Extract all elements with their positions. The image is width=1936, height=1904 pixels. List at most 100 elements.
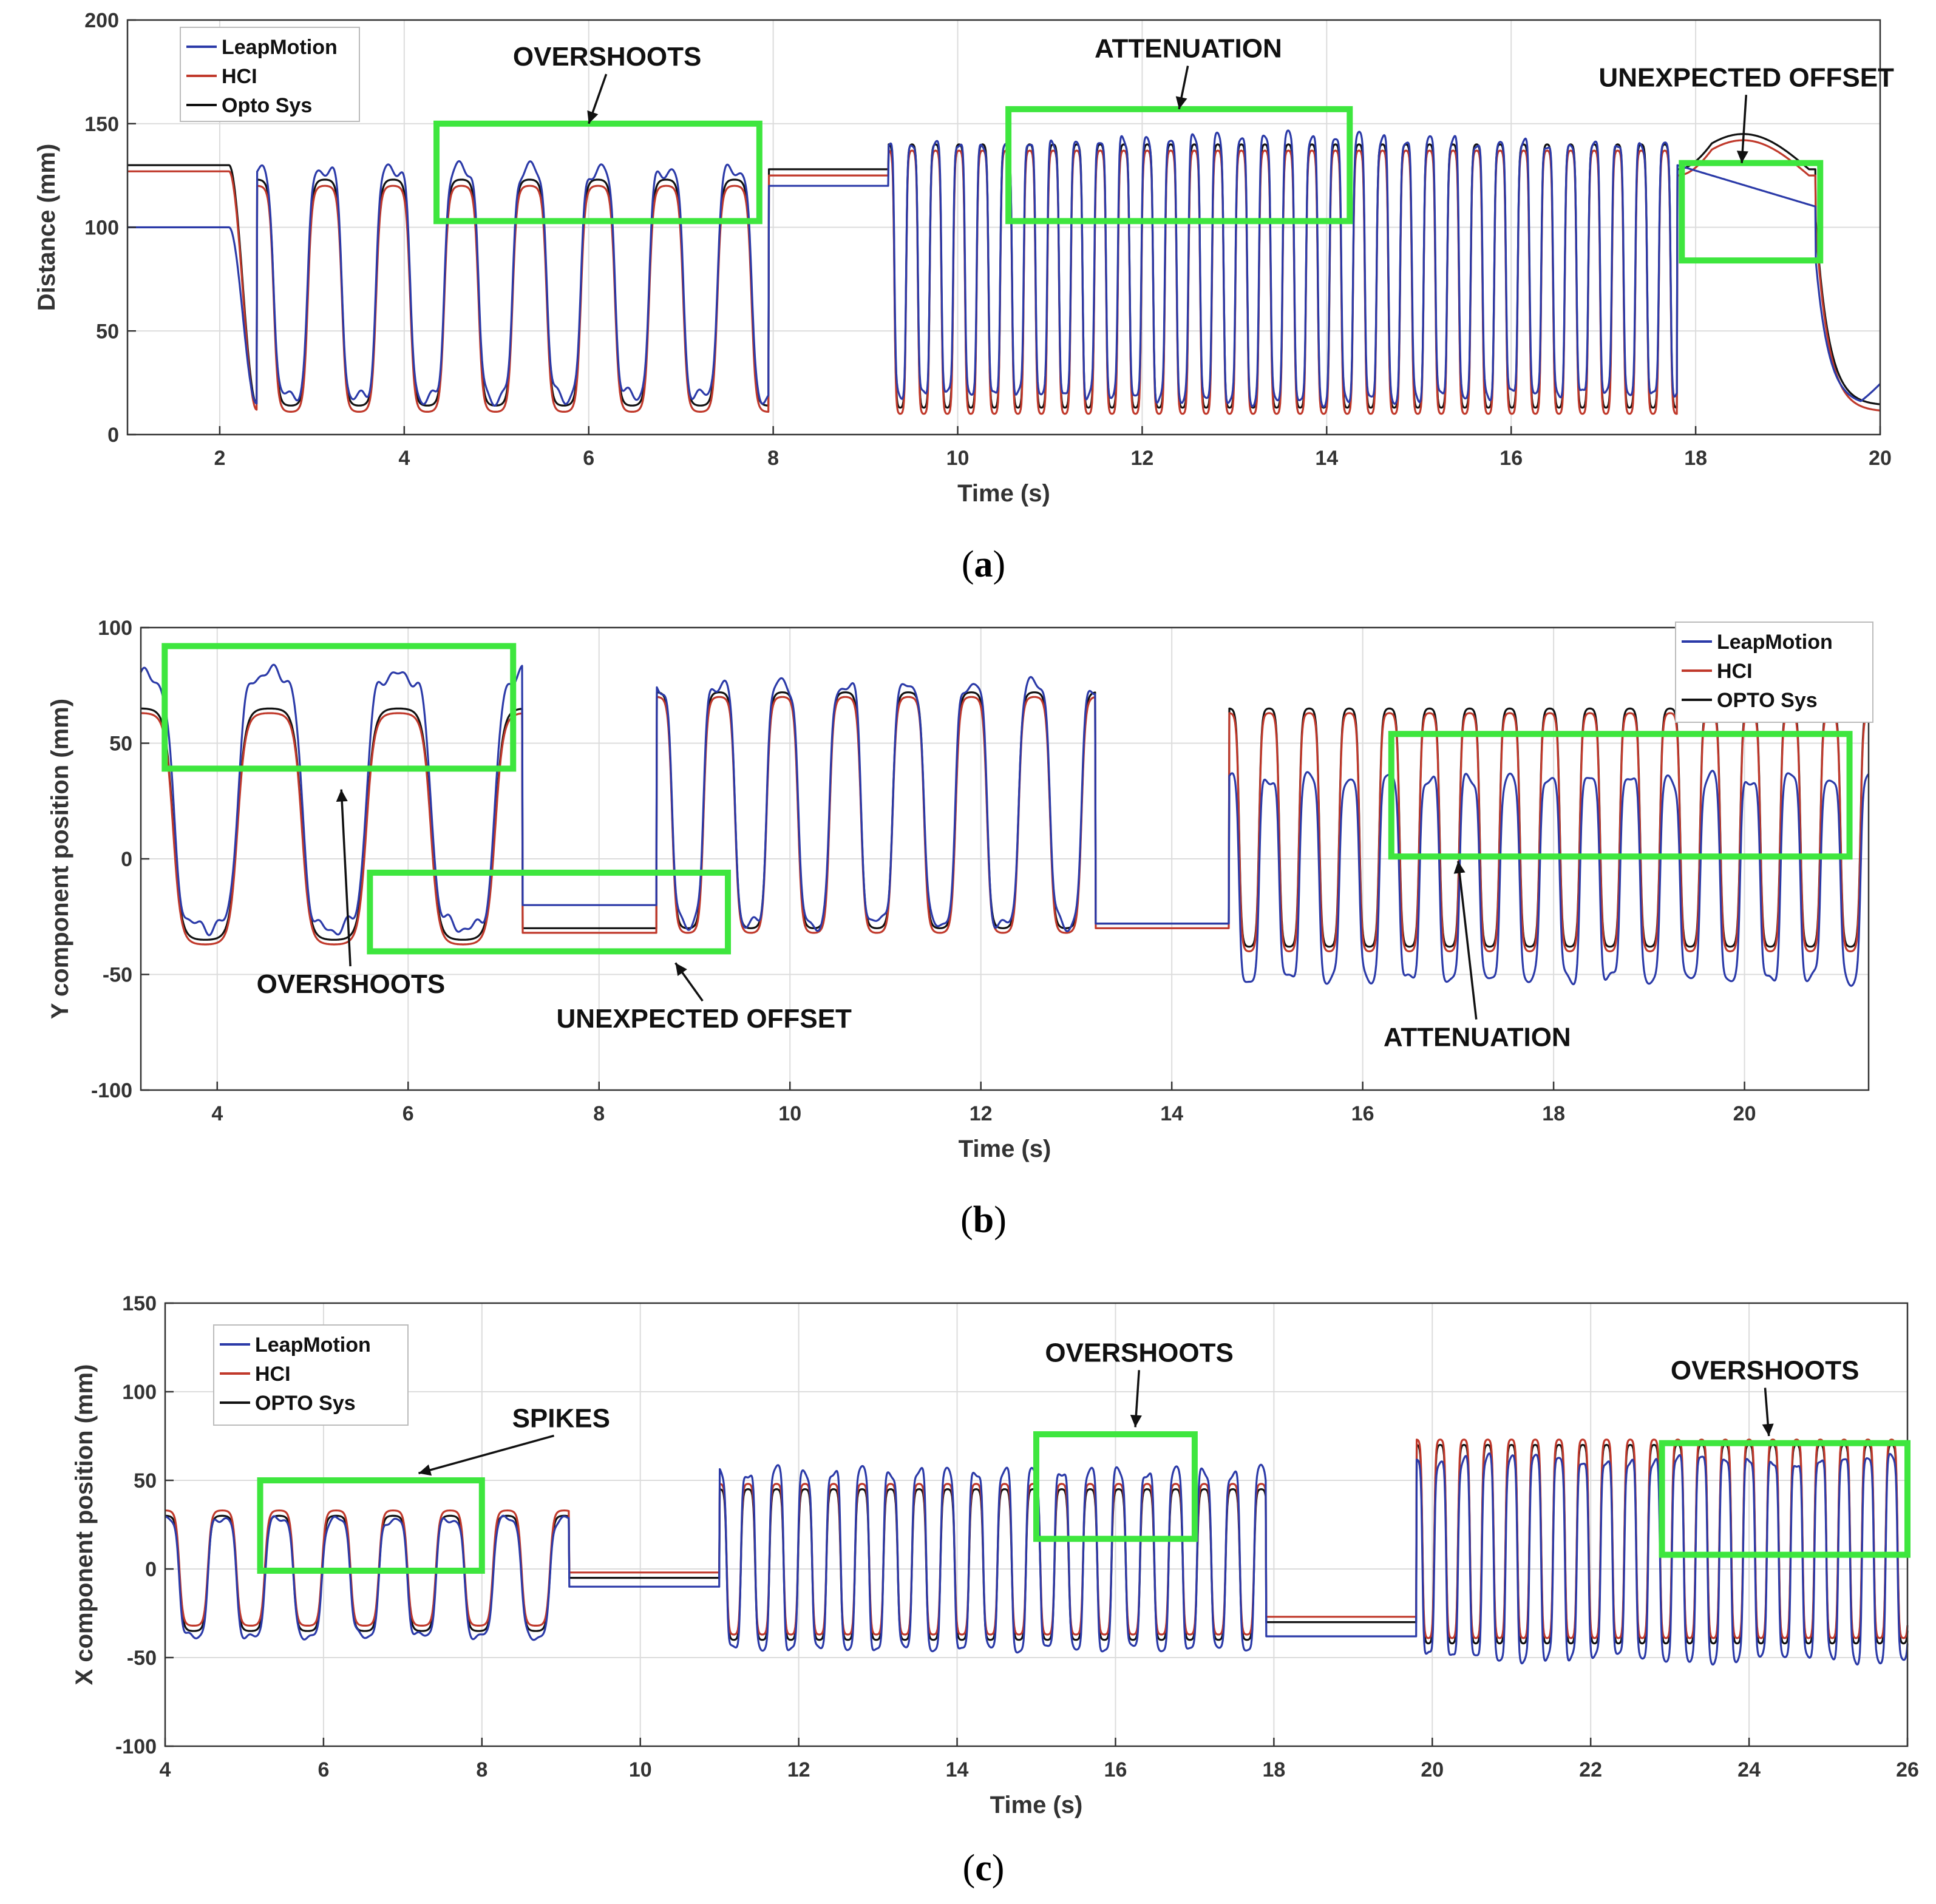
chart-a-y-tick-label: 0 — [107, 424, 119, 447]
chart-a-legend-label-hci: HCI — [222, 65, 257, 88]
chart-c-x-tick-label: 24 — [1737, 1758, 1761, 1781]
chart-c-legend — [213, 1324, 409, 1426]
chart-c-annotation-arrowhead — [1130, 1415, 1142, 1428]
caption-b-letter: b — [973, 1199, 994, 1241]
chart-b-x-tick-label: 8 — [593, 1102, 605, 1125]
chart-c-x-tick-label: 14 — [946, 1758, 969, 1781]
caption-a: (a) — [962, 544, 1005, 585]
panel-c: 4 6 8 10 12 14 16 18 20 22 24 26 -100 -50 0 50 100 150 Tim… — [71, 1292, 1919, 1889]
chart-c-annotation-box — [257, 1477, 485, 1574]
chart-a-x-tick-label: 10 — [946, 447, 970, 470]
chart-b-x-tick-label: 14 — [1160, 1102, 1183, 1125]
chart-a-x-tick-label: 12 — [1131, 447, 1154, 470]
chart-a-y-tick-label: 100 — [84, 217, 119, 240]
chart-c-annotation-arrowhead — [1762, 1423, 1774, 1436]
chart-a-annotation-label: ATTENUATION — [1095, 33, 1282, 63]
chart-b-annotation-box — [367, 869, 732, 955]
chart-b-x-tick-label: 18 — [1542, 1102, 1565, 1125]
chart-a-annotation-arrowhead — [1175, 96, 1187, 109]
chart-b-legend-label-leap: LeapMotion — [1717, 631, 1833, 654]
chart-b-annotation-arrow — [1457, 861, 1478, 1020]
chart-b-plot: 4 6 8 10 12 14 16 18 20 -100 -50 0 50 100 Time (s) Y co… — [47, 617, 1873, 1162]
chart-a-y-tick-label: 50 — [96, 320, 119, 343]
caption-b-open: ( — [960, 1199, 973, 1241]
chart-c-x-tick-label: 6 — [318, 1758, 329, 1781]
chart-a-legend-label-leap: LeapMotion — [222, 36, 338, 59]
chart-c-plot: 4 6 8 10 12 14 16 18 20 22 24 26 -100 -50 0 50 100 150 Tim… — [71, 1292, 1919, 1818]
chart-a-y-tick-label: 200 — [84, 9, 119, 32]
chart-c-x-tick-label: 12 — [787, 1758, 810, 1781]
chart-a-x-tick-label: 14 — [1315, 447, 1338, 470]
chart-a-x-tick-label: 8 — [767, 447, 779, 470]
chart-b-annotation-box — [161, 643, 517, 772]
caption-c: (c) — [963, 1848, 1005, 1889]
chart-a-x-tick-label: 16 — [1500, 447, 1523, 470]
chart-c-annotation-label: SPIKES — [512, 1403, 610, 1433]
chart-a-series-leap — [127, 129, 1881, 408]
chart-a-annotation-label: UNEXPECTED OFFSET — [1598, 63, 1894, 92]
chart-c-x-tick-label: 20 — [1421, 1758, 1444, 1781]
chart-a-x-tick-label: 18 — [1684, 447, 1707, 470]
chart-b-annotation-arrowhead — [1453, 861, 1466, 874]
chart-a-annotation-label: OVERSHOOTS — [513, 42, 702, 72]
chart-c-x-tick-label: 16 — [1104, 1758, 1127, 1781]
chart-b-x-tick-label: 4 — [211, 1102, 223, 1125]
panel-b: 4 6 8 10 12 14 16 18 20 -100 -50 0 50 100 Time (s) Y co… — [47, 617, 1873, 1241]
chart-b-annotation-arrow — [340, 789, 352, 967]
chart-b-legend-label-hci: HCI — [1717, 660, 1753, 683]
chart-b-x-tick-label: 20 — [1733, 1102, 1756, 1125]
chart-b-annotation-label: ATTENUATION — [1384, 1023, 1571, 1052]
chart-c-x-tick-label: 10 — [629, 1758, 652, 1781]
chart-b-annotation-box — [1388, 731, 1853, 860]
chart-c-annotation-box — [1659, 1440, 1911, 1558]
chart-a-x-axis-label: Time (s) — [957, 480, 1050, 507]
chart-c-annotation-arrowhead — [418, 1464, 432, 1476]
caption-c-letter: c — [975, 1848, 992, 1889]
chart-a-annotation-box — [433, 120, 763, 225]
chart-a-x-tick-label: 2 — [214, 447, 225, 470]
chart-a-x-tick-label: 4 — [398, 447, 410, 470]
chart-c-y-tick-label: -100 — [115, 1735, 157, 1758]
chart-b-x-tick-label: 10 — [778, 1102, 801, 1125]
chart-b-x-tick-label: 16 — [1351, 1102, 1374, 1125]
chart-a-legend-label-opto: Opto Sys — [222, 94, 312, 117]
chart-b-series-hci — [140, 696, 1869, 952]
caption-a-close: ) — [993, 544, 1006, 585]
chart-c-y-tick-label: 0 — [145, 1558, 157, 1581]
chart-b-legend — [1675, 622, 1873, 723]
chart-b-annotation-label: UNEXPECTED OFFSET — [556, 1004, 852, 1034]
chart-c-y-tick-label: 100 — [122, 1381, 157, 1404]
chart-b-annotation-label: OVERSHOOTS — [257, 969, 446, 999]
chart-c-x-tick-label: 4 — [160, 1758, 171, 1781]
chart-b-legend-label-opto: OPTO Sys — [1717, 689, 1818, 712]
caption-a-open: ( — [962, 544, 974, 585]
chart-b-annotation-arrowhead — [336, 789, 348, 802]
chart-c-x-tick-label: 22 — [1579, 1758, 1602, 1781]
chart-b-y-tick-label: -100 — [91, 1079, 132, 1102]
chart-b-y-tick-label: 100 — [98, 617, 132, 640]
chart-c-legend-label-leap: LeapMotion — [255, 1333, 371, 1357]
chart-b-annotation-arrowhead — [675, 963, 687, 977]
chart-c-y-tick-label: 150 — [122, 1292, 157, 1315]
chart-b-x-axis-label: Time (s) — [959, 1136, 1051, 1162]
chart-b-y-tick-label: -50 — [103, 964, 132, 987]
chart-a-y-axis-label: Distance (mm) — [33, 144, 60, 311]
chart-c-x-tick-label: 8 — [476, 1758, 487, 1781]
caption-c-close: ) — [992, 1848, 1005, 1889]
chart-b-x-tick-label: 6 — [402, 1102, 414, 1125]
chart-c-legend-label-opto: OPTO Sys — [255, 1392, 356, 1415]
chart-a-annotation-box — [1679, 160, 1824, 264]
caption-b-close: ) — [994, 1199, 1007, 1241]
chart-c-annotation-label: OVERSHOOTS — [1045, 1338, 1234, 1367]
chart-c-y-tick-label: 50 — [134, 1469, 157, 1492]
chart-c-annotation-box — [1033, 1431, 1198, 1542]
chart-c-y-tick-label: -50 — [127, 1647, 157, 1670]
chart-b-x-tick-label: 12 — [970, 1102, 993, 1125]
chart-a-x-tick-label: 6 — [583, 447, 594, 470]
chart-a-annotation-arrowhead — [1736, 151, 1748, 163]
chart-c-annotation-label: OVERSHOOTS — [1671, 1356, 1860, 1386]
caption-b: (b) — [960, 1199, 1007, 1241]
chart-c-x-tick-label: 18 — [1262, 1758, 1285, 1781]
